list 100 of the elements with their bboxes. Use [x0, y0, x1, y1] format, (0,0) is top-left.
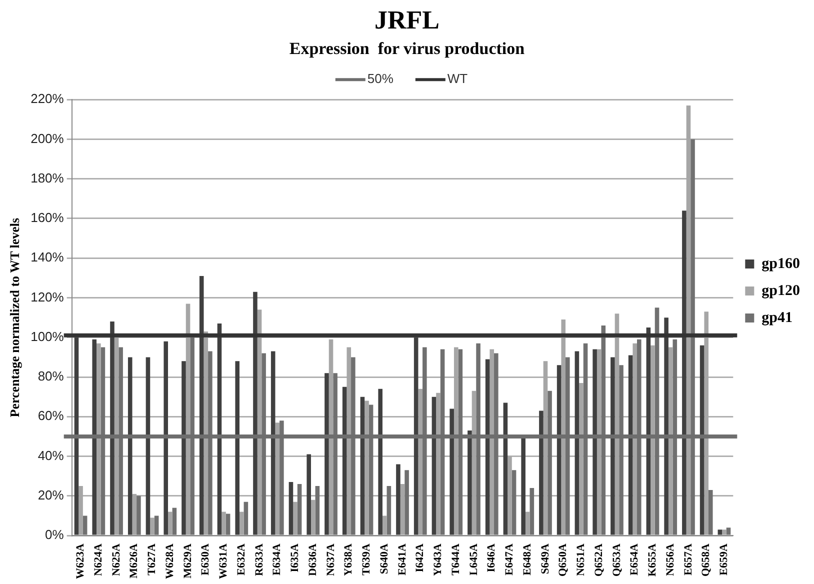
legend-label: WT: [447, 71, 468, 86]
bar: [226, 514, 230, 535]
x-tick-label: D636A: [306, 544, 319, 576]
bar: [386, 486, 392, 535]
bar: [503, 402, 508, 535]
x-tick-label: I635A: [289, 544, 302, 572]
bar: [235, 361, 240, 535]
bar: [182, 361, 186, 535]
bar: [708, 490, 713, 535]
x-tick-label: E632A: [235, 544, 248, 576]
bar: [628, 355, 633, 535]
bar: [136, 496, 141, 535]
bar: [530, 488, 534, 535]
bar: [164, 341, 168, 535]
bar: [646, 327, 651, 535]
x-tick-label: T627A: [146, 544, 158, 576]
bar: [512, 470, 516, 535]
y-tick-label: 140%: [30, 250, 64, 265]
x-tick-label: E659A: [718, 544, 730, 576]
bar: [539, 410, 544, 535]
y-tick-label: 160%: [30, 210, 64, 226]
legend-label: 50%: [367, 71, 394, 86]
x-tick-label: K655A: [646, 544, 659, 577]
y-tick-label: 80%: [38, 368, 64, 384]
y-tick-label: 40%: [38, 448, 64, 463]
x-tick-label: N624A: [92, 544, 105, 576]
y-axis-title: Percentage normalized to WT levels: [7, 218, 22, 418]
bar: [521, 438, 526, 535]
x-tick-label: T644A: [450, 544, 462, 576]
x-tick-label: W631A: [218, 544, 230, 580]
x-tick-label: W628A: [164, 544, 176, 580]
x-tick-label: M626A: [128, 544, 140, 578]
bar: [199, 276, 204, 535]
bar: [718, 530, 722, 535]
x-tick-label: N637A: [324, 544, 337, 576]
bar: [253, 292, 258, 535]
bar: [726, 528, 731, 535]
legend-label: gp41: [762, 310, 792, 326]
bar: [146, 357, 150, 535]
x-tick-label: S649A: [539, 544, 552, 574]
bar: [110, 322, 114, 535]
x-tick-label: E647A: [504, 544, 516, 576]
bar: [378, 388, 382, 535]
chart-title: JRFL: [374, 5, 440, 34]
x-tick-label: M629A: [182, 544, 194, 578]
x-tick-label: W623A: [74, 544, 87, 580]
bar: [244, 502, 248, 535]
y-tick-label: 0%: [45, 527, 64, 542]
x-tick-label: E654A: [628, 544, 641, 576]
x-tick-label: Q652A: [592, 544, 605, 577]
bar: [450, 408, 454, 535]
x-tick-label: T639A: [360, 544, 373, 576]
x-tick-label: I642A: [414, 544, 426, 572]
bar: [342, 386, 347, 535]
bar: [270, 351, 276, 535]
x-tick-label: N625A: [110, 544, 122, 576]
bar: [700, 345, 704, 535]
x-tick-label: N656A: [664, 544, 676, 576]
bar: [297, 484, 302, 535]
x-tick-label: Q650A: [557, 544, 570, 577]
x-tick-label: E630A: [200, 544, 212, 576]
legend-label: gp120: [762, 282, 800, 299]
y-tick-label: 180%: [30, 170, 64, 186]
bar: [288, 482, 294, 535]
x-tick-label: E657A: [682, 544, 694, 576]
x-tick-label: E648A: [521, 544, 534, 576]
bar: [315, 486, 320, 535]
x-tick-label: I646A: [486, 544, 498, 572]
bar: [592, 349, 597, 535]
bar: [432, 396, 436, 535]
x-tick-label: S640A: [378, 544, 390, 574]
bar: [396, 464, 400, 535]
bar: [414, 337, 418, 535]
x-tick-label: L645A: [468, 544, 480, 576]
bar: [74, 337, 79, 535]
x-tick-label: Q658A: [700, 544, 712, 577]
bar: [682, 210, 686, 535]
x-tick-label: N651A: [575, 544, 588, 576]
y-tick-label: 60%: [38, 408, 64, 424]
y-tick-label: 100%: [30, 328, 64, 344]
bar: [172, 508, 177, 535]
bar: [217, 324, 222, 535]
y-tick-label: 200%: [30, 130, 64, 146]
x-tick-label: Y638A: [342, 544, 355, 576]
bar: [154, 516, 159, 535]
bar: [360, 396, 365, 535]
y-tick-label: 220%: [30, 91, 64, 106]
x-tick-label: E641A: [396, 544, 408, 576]
bar: [92, 339, 97, 535]
x-tick-label: R633A: [253, 544, 266, 576]
y-tick-label: 120%: [30, 289, 64, 304]
chart-subtitle: Expression for virus production: [289, 38, 526, 58]
x-tick-label: E634A: [271, 544, 284, 576]
bar: [128, 357, 132, 535]
bar: [468, 430, 472, 535]
x-tick-label: Q653A: [610, 544, 623, 577]
bar: [82, 516, 88, 535]
bar: [610, 357, 615, 535]
bar: [485, 359, 490, 535]
bar: [556, 365, 562, 535]
